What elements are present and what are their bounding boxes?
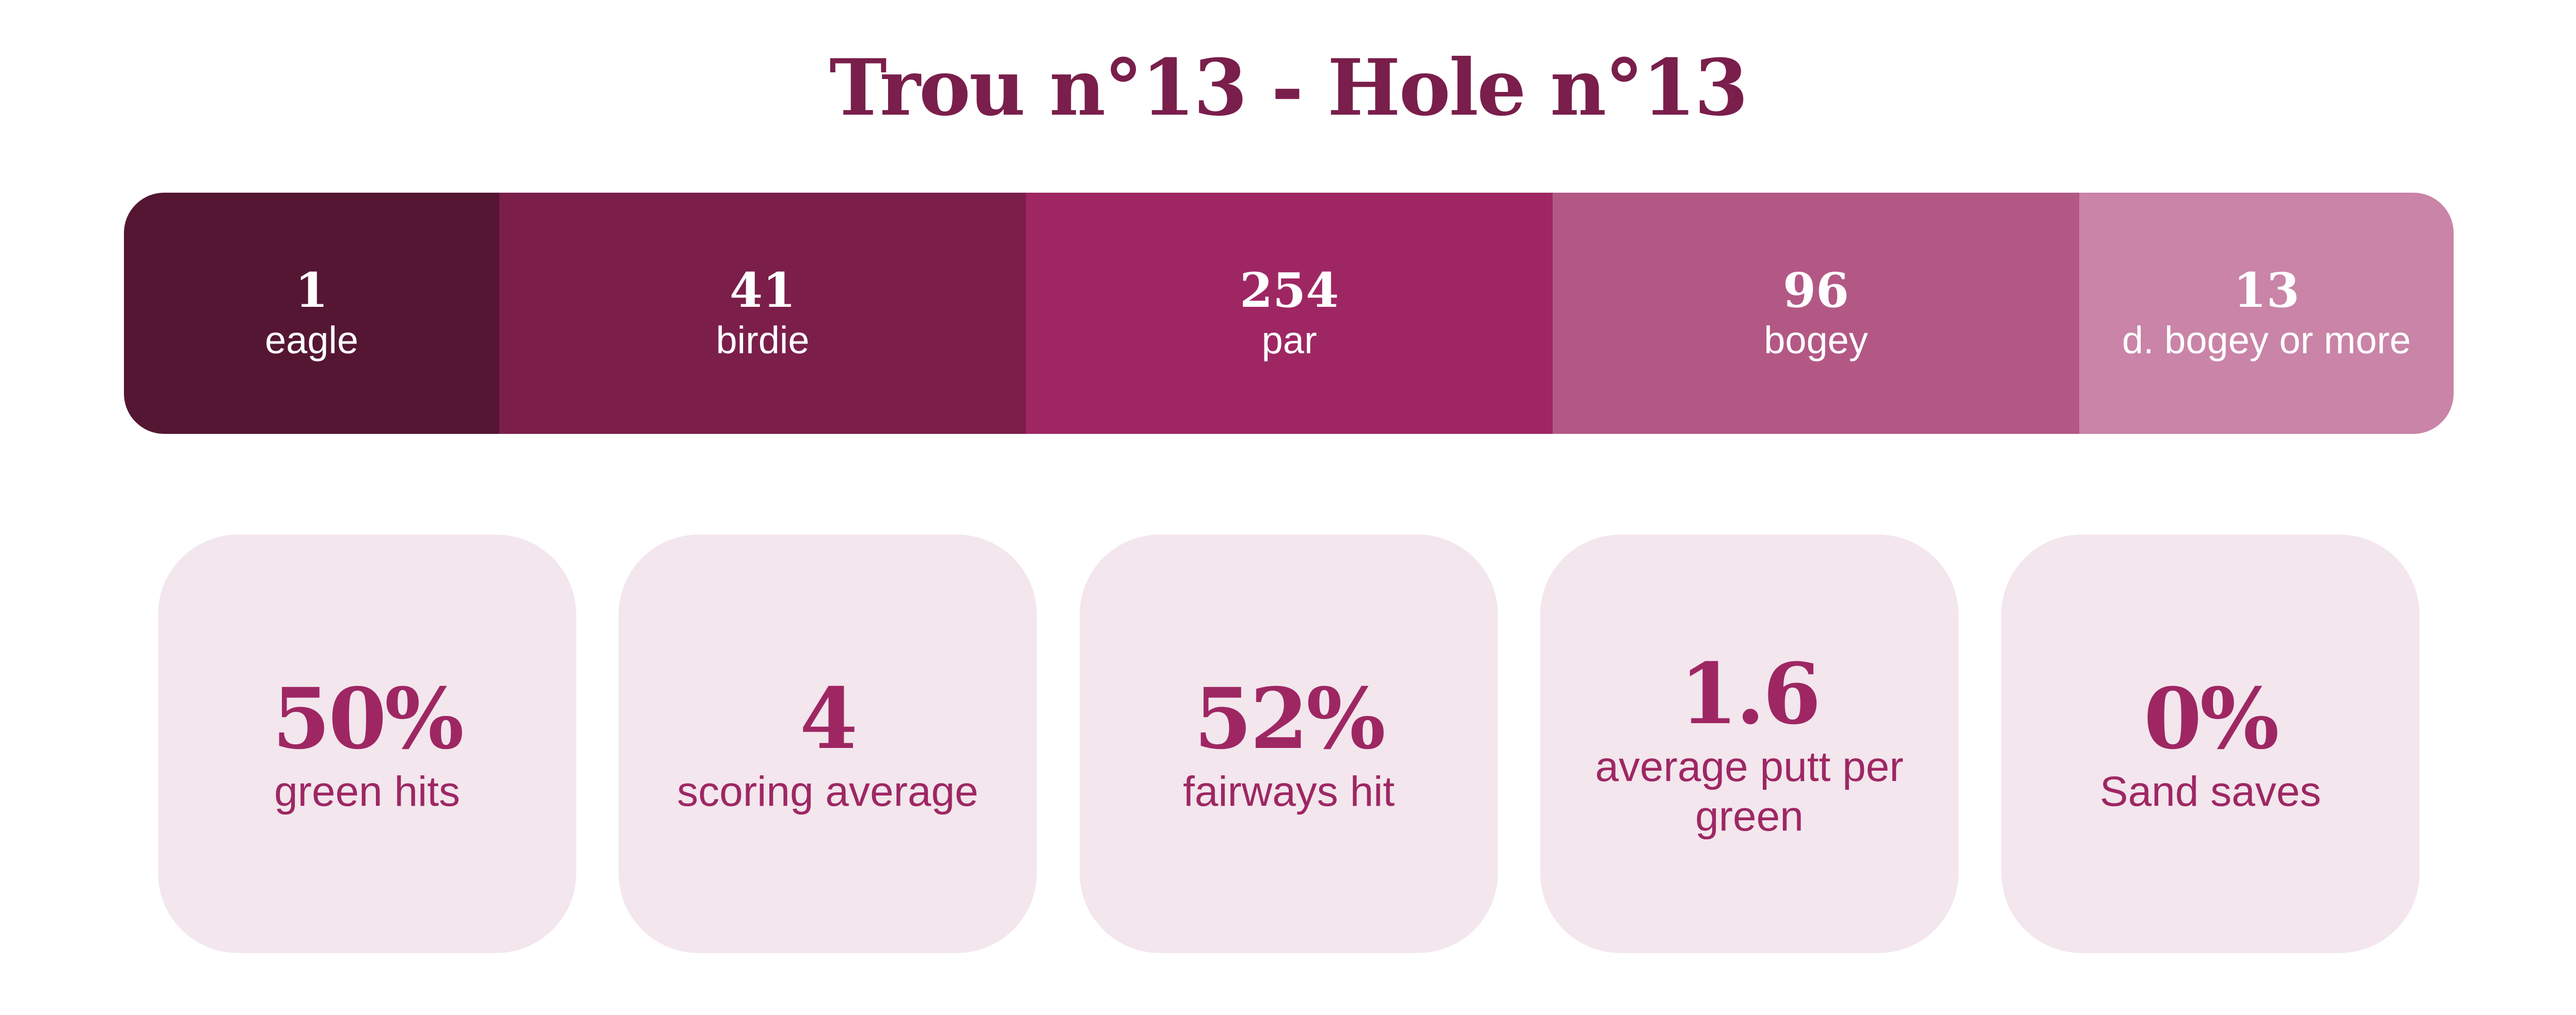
- segment-value: 1: [295, 262, 328, 318]
- stat-label: Sand saves: [2099, 768, 2321, 815]
- stat-card-scoring-average: 4 scoring average: [619, 535, 1037, 953]
- segment-label: d. bogey or more: [2122, 319, 2411, 362]
- segment-label: bogey: [1764, 319, 1868, 362]
- stat-value: 4: [799, 669, 858, 768]
- stat-value: 1.6: [1680, 645, 1821, 743]
- stat-label: average putt per green: [1595, 743, 1904, 840]
- stat-card-average-putt: 1.6 average putt per green: [1540, 535, 1958, 953]
- stat-value: 52%: [1194, 669, 1385, 768]
- segment-label: birdie: [716, 319, 810, 362]
- segment-value: 254: [1239, 262, 1339, 318]
- segment-value: 13: [2233, 262, 2300, 318]
- stat-value: 50%: [272, 669, 464, 768]
- stat-label: green hits: [274, 768, 461, 815]
- segment-par: 254 par: [1026, 193, 1553, 434]
- score-distribution-bar: 1 eagle 41 birdie 254 par 96 bogey 13 d.…: [124, 193, 2454, 434]
- segment-eagle: 1 eagle: [124, 193, 499, 434]
- segment-label: par: [1261, 319, 1317, 362]
- segment-bogey: 96 bogey: [1553, 193, 2079, 434]
- segment-value: 41: [729, 262, 796, 318]
- stat-card-fairways-hit: 52% fairways hit: [1080, 535, 1498, 953]
- stat-label: scoring average: [677, 768, 978, 815]
- stat-value: 0%: [2143, 669, 2280, 768]
- stat-card-sand-saves: 0% Sand saves: [2001, 535, 2420, 953]
- stat-label: fairways hit: [1182, 768, 1395, 815]
- page-title: Trou n°13 - Hole n°13: [829, 42, 1748, 133]
- segment-value: 96: [1782, 262, 1850, 318]
- segment-label: eagle: [264, 319, 359, 362]
- segment-birdie: 41 birdie: [499, 193, 1026, 434]
- segment-double-bogey: 13 d. bogey or more: [2079, 193, 2454, 434]
- stat-card-green-hits: 50% green hits: [158, 535, 576, 953]
